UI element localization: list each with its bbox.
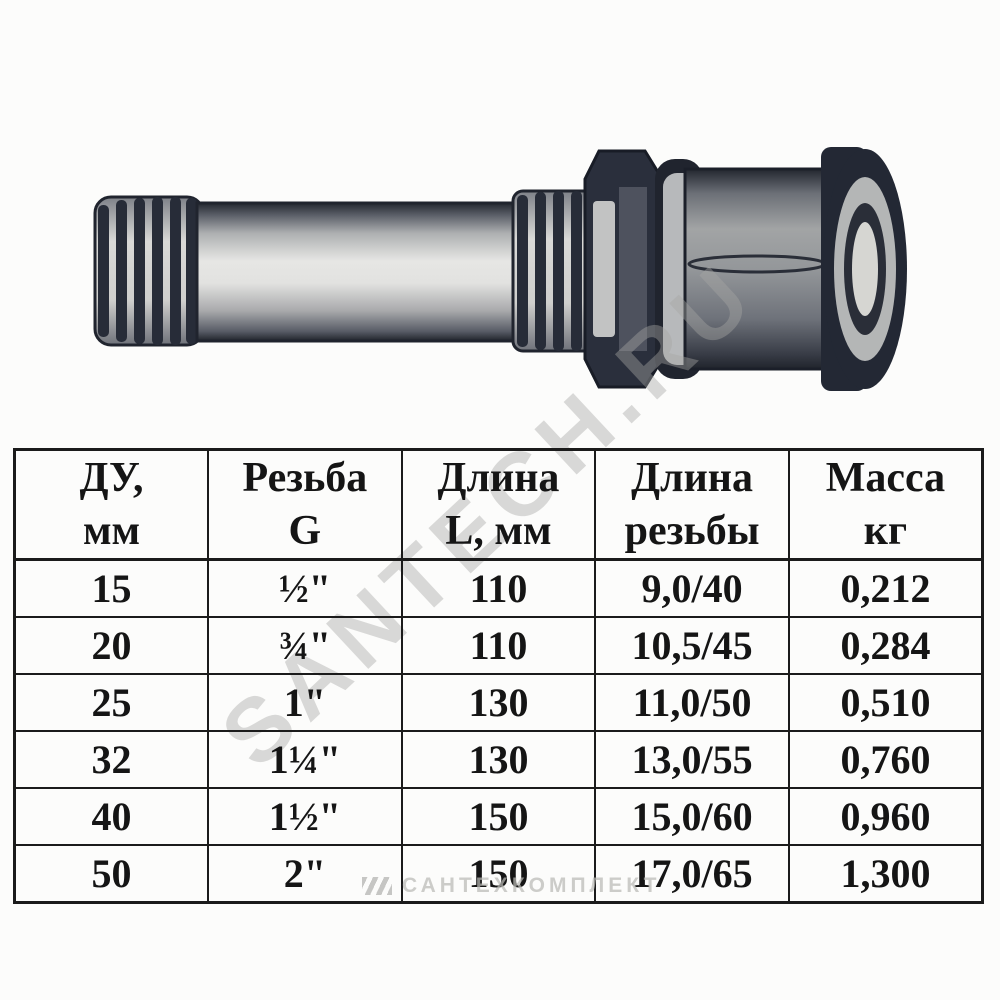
cell-dn: 40 — [13, 787, 210, 846]
cell-mass: 0,510 — [787, 673, 984, 732]
col-header-length: Длина L, мм — [400, 448, 597, 561]
brand-logo-icon — [362, 877, 392, 895]
cell-length: 150 — [400, 787, 597, 846]
table-row: 40 1½" 150 15,0/60 0,960 — [13, 787, 984, 846]
table-row: 50 2" 150 17,0/65 1,300 — [13, 844, 984, 904]
flange-end — [821, 147, 907, 391]
cell-length: 110 — [400, 558, 597, 618]
left-thread — [93, 195, 205, 347]
pipe-body — [195, 201, 519, 343]
cell-thread: 2" — [207, 844, 403, 904]
spec-table: ДУ, мм Резьба G Длина L, мм Длина резьбы… — [13, 448, 984, 904]
cell-thread-length: 10,5/45 — [594, 616, 790, 675]
cell-thread: ½" — [207, 558, 403, 618]
cell-thread: ¾" — [207, 616, 403, 675]
cell-dn: 50 — [13, 844, 210, 904]
cell-thread-length: 11,0/50 — [594, 673, 790, 732]
cell-mass: 0,284 — [787, 616, 984, 675]
cell-thread-length: 13,0/55 — [594, 730, 790, 789]
cell-thread: 1½" — [207, 787, 403, 846]
cell-dn: 20 — [13, 616, 210, 675]
cell-mass: 0,760 — [787, 730, 984, 789]
cell-length: 130 — [400, 730, 597, 789]
table-row: 20 ¾" 110 10,5/45 0,284 — [13, 616, 984, 675]
cell-dn: 25 — [13, 673, 210, 732]
cell-mass: 0,960 — [787, 787, 984, 846]
cell-thread-length: 17,0/65 — [594, 844, 790, 904]
cell-thread-length: 15,0/60 — [594, 787, 790, 846]
cell-mass: 0,212 — [787, 558, 984, 618]
col-header-thread-length: Длина резьбы — [594, 448, 790, 561]
header-row: ДУ, мм Резьба G Длина L, мм Длина резьбы… — [13, 448, 984, 561]
cell-dn: 15 — [13, 558, 210, 618]
table-row: 25 1" 130 11,0/50 0,510 — [13, 673, 984, 732]
table-row: 15 ½" 110 9,0/40 0,212 — [13, 558, 984, 618]
cell-thread: 1¼" — [207, 730, 403, 789]
cell-length: 150 — [400, 844, 597, 904]
cell-length: 130 — [400, 673, 597, 732]
table-row: 32 1¼" 130 13,0/55 0,760 — [13, 730, 984, 789]
watermark-bottom: САНТЕХКОМПЛЕКТ — [362, 874, 660, 898]
cell-dn: 32 — [13, 730, 210, 789]
cell-mass: 1,300 — [787, 844, 984, 904]
pipe-fitting-drawing — [93, 147, 907, 391]
socket-body — [683, 167, 835, 371]
col-header-thread: Резьба G — [207, 448, 403, 561]
col-header-dn: ДУ, мм — [13, 448, 210, 561]
watermark-bottom-text: САНТЕХКОМПЛЕКТ — [402, 874, 661, 897]
cell-thread-length: 9,0/40 — [594, 558, 790, 618]
cell-thread: 1" — [207, 673, 403, 732]
cell-length: 110 — [400, 616, 597, 675]
col-header-mass: Масса кг — [787, 448, 984, 561]
